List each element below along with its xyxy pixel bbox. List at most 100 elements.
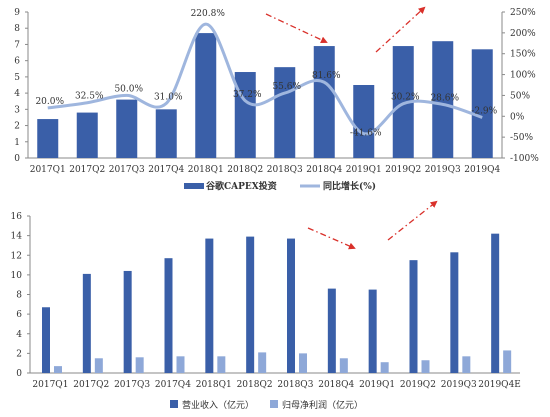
y2-tick-label: 0%: [510, 112, 525, 122]
profit-bar: [258, 352, 267, 373]
y2-tick-label: 150%: [510, 50, 536, 60]
growth-data-label: -2.9%: [471, 106, 497, 116]
profit-bar: [462, 356, 471, 373]
profit-bar: [54, 366, 62, 373]
revenue-bar: [327, 288, 336, 373]
y-tick-label: 12: [11, 251, 22, 261]
arrow-2019: [375, 6, 426, 53]
revenue-bar: [246, 236, 255, 373]
x-tick-label: 2018Q4: [306, 165, 342, 175]
capex-bar: [76, 112, 98, 158]
capex-bar: [313, 46, 335, 158]
x-tick-label: 2018Q1: [188, 165, 224, 175]
revenue-bar: [491, 233, 500, 373]
x-tick-label: 2018Q3: [267, 165, 303, 175]
x-tick-label: 2018Q3: [277, 380, 313, 390]
x-tick-label: 2018Q4: [318, 380, 354, 390]
profit-bar: [176, 356, 185, 373]
profit-bar: [135, 357, 144, 373]
legend-swatch-capex: [184, 183, 204, 189]
capex-bar: [116, 99, 138, 158]
legend-swatch-profit: [270, 400, 278, 408]
x-tick-label: 2017Q3: [109, 165, 145, 175]
capex-bar: [234, 72, 256, 158]
x-tick-label: 2017Q1: [30, 165, 66, 175]
growth-data-label: 55.6%: [272, 82, 301, 92]
x-tick-label: 2019Q1: [359, 380, 395, 390]
y-tick-label: 9: [14, 8, 20, 18]
y2-tick-label: 200%: [510, 29, 536, 39]
x-tick-label: 2017Q2: [69, 165, 105, 175]
growth-data-label: 220.8%: [191, 9, 226, 19]
y-tick-label: 14: [11, 232, 23, 242]
revenue-bar: [450, 252, 459, 373]
y-tick-label: 2: [14, 122, 20, 132]
y-tick-label: 8: [16, 291, 22, 301]
y2-tick-label: -100%: [510, 154, 539, 164]
legend-chart2: 营业收入（亿元） 归母净利润（亿元）: [170, 399, 363, 411]
y2-tick-label: 250%: [510, 8, 536, 18]
x-tick-label: 2019Q3: [441, 380, 477, 390]
y-tick-label: 6: [14, 57, 20, 67]
capex-bar: [432, 41, 454, 159]
profit-bar: [421, 360, 430, 373]
x-tick-label: 2017Q3: [114, 380, 150, 390]
revenue-bar: [123, 270, 132, 373]
y-tick-label: 2: [16, 349, 22, 359]
legend-label-revenue: 营业收入（亿元）: [182, 399, 254, 411]
profit-bar: [503, 350, 512, 373]
chart-capex: 0 1 2 3 4 5 6 7 8 9 -100% -50% 0% 50% 100% 150% 200% 250…: [14, 6, 539, 192]
legend-label-growth: 同比增长(%): [323, 180, 376, 192]
revenue-bar: [82, 273, 91, 373]
x-tick-label: 2019Q4: [464, 165, 500, 175]
growth-data-label: 50.0%: [114, 84, 143, 94]
y-tick-label: 0: [14, 154, 20, 164]
x-tick-label: 2018Q1: [196, 380, 232, 390]
y-tick-label: 16: [11, 212, 23, 222]
y-tick-label: 8: [14, 24, 20, 34]
chart-revenue: 0 2 4 6 8 10 12 14 16 2017Q1 2017Q2 2017Q3 2017Q4 20…: [11, 200, 521, 411]
capex-bar: [37, 119, 59, 158]
capex-bar: [274, 67, 296, 158]
legend-label-capex: 谷歌CAPEX投资: [206, 180, 277, 192]
profit-bar: [217, 356, 226, 373]
x-tick-label: 2017Q4: [155, 380, 191, 390]
y-tick-label: 4: [16, 330, 22, 340]
y-tick-label: 0: [16, 369, 22, 379]
profit-bar: [299, 353, 307, 373]
x-tick-label: 2017Q2: [73, 380, 109, 390]
capex-bar: [155, 109, 177, 158]
y-tick-label: 3: [14, 105, 20, 115]
profit-bar: [339, 358, 348, 373]
capex-bar: [353, 85, 375, 158]
y2-tick-label: 100%: [510, 71, 536, 81]
x-tick-label: 2018Q2: [227, 165, 263, 175]
arrow-2018: [265, 13, 328, 44]
legend-swatch-revenue: [170, 400, 178, 408]
growth-line: [47, 22, 483, 136]
legend-chart1: 谷歌CAPEX投资 同比增长(%): [184, 180, 376, 192]
revenue-bar: [287, 238, 295, 373]
y-tick-label: 4: [14, 89, 20, 99]
arrow-2019-chart2: [387, 200, 438, 241]
x-tick-label: 2019Q3: [425, 165, 461, 175]
x-tick-label: 2017Q4: [148, 165, 184, 175]
y-tick-label: 6: [16, 310, 22, 320]
revenue-bar: [409, 260, 418, 373]
arrow-2018-chart2: [307, 227, 356, 250]
growth-data-label: 37.2%: [233, 90, 262, 100]
growth-data-label: 32.5%: [75, 92, 104, 102]
legend-label-profit: 归母净利润（亿元）: [282, 399, 363, 411]
growth-data-label: -41.6%: [350, 129, 382, 139]
x-tick-label: 2017Q1: [32, 380, 68, 390]
profit-bar: [380, 362, 389, 373]
capex-bar: [392, 46, 414, 158]
revenue-bar: [42, 307, 50, 373]
capex-bar: [195, 33, 217, 158]
revenue-bar: [205, 238, 214, 373]
growth-data-label: 30.2%: [391, 93, 420, 103]
x-tick-label: 2019Q2: [400, 380, 436, 390]
revenue-bar: [368, 289, 377, 373]
growth-data-label: 28.6%: [430, 93, 459, 103]
